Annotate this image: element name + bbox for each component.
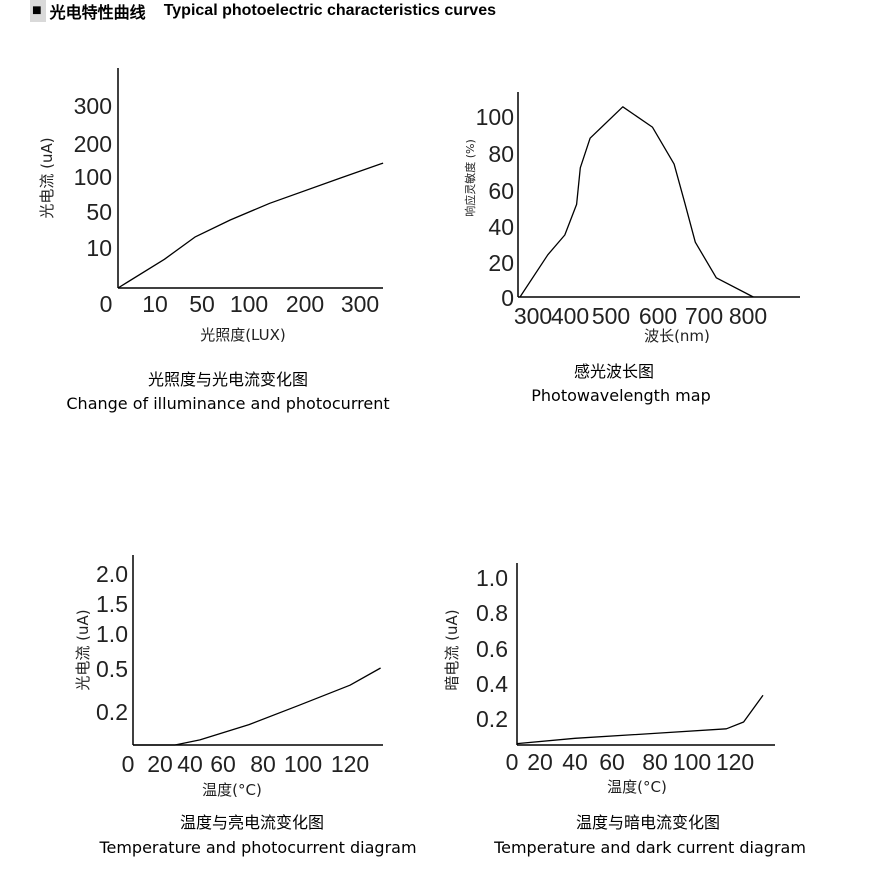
y-tick-label: 300	[74, 93, 112, 119]
data-curve	[519, 106, 754, 298]
x-tick-label: 600	[639, 303, 677, 329]
y-tick-label: 0	[501, 285, 514, 311]
y-tick-label: 80	[488, 141, 514, 167]
x-tick-label: 80	[250, 751, 276, 777]
y-tick-label: 0.5	[96, 656, 128, 682]
chart-caption-cn: 温度与亮电流变化图	[180, 813, 324, 832]
y-tick-label: 1.0	[96, 621, 128, 647]
y-tick-label: 100	[476, 104, 514, 130]
y-tick-label: 1.0	[476, 565, 508, 591]
data-curve	[516, 694, 764, 745]
y-tick-label: 60	[488, 178, 514, 204]
chart-caption-en: Change of illuminance and photocurrent	[66, 394, 389, 413]
y-tick-label: 100	[74, 164, 112, 190]
y-tick-label: 1.5	[96, 591, 128, 617]
x-tick-label: 60	[599, 749, 625, 775]
x-tick-label: 50	[189, 291, 215, 317]
x-tick-label: 200	[286, 291, 324, 317]
x-tick-label: 40	[562, 749, 588, 775]
y-tick-label: 10	[86, 235, 112, 261]
x-tick-label: 100	[673, 749, 711, 775]
y-tick-label: 2.0	[96, 561, 128, 587]
y-tick-label: 0.8	[476, 600, 508, 626]
chart-caption-cn: 温度与暗电流变化图	[576, 813, 720, 832]
x-tick-label: 60	[210, 751, 236, 777]
x-tick-label: 400	[551, 303, 589, 329]
x-tick-label: 120	[716, 749, 754, 775]
y-axis-title: 光电流 (uA)	[38, 137, 56, 218]
x-tick-label: 100	[284, 751, 322, 777]
x-tick-label: 0	[122, 751, 135, 777]
x-tick-label: 0	[506, 749, 519, 775]
x-tick-label: 300	[514, 303, 552, 329]
y-tick-label: 40	[488, 214, 514, 240]
y-axis-title: 暗电流 (uA)	[443, 609, 461, 690]
chart-caption-cn: 感光波长图	[574, 362, 654, 381]
x-tick-label: 500	[592, 303, 630, 329]
x-tick-label: 10	[142, 291, 168, 317]
data-curve	[117, 162, 384, 289]
section-title-en: Typical photoelectric characteristics cu…	[163, 2, 496, 19]
y-tick-label: 200	[74, 131, 112, 157]
x-tick-label: 120	[331, 751, 369, 777]
data-curve	[133, 667, 381, 746]
x-tick-label: 40	[177, 751, 203, 777]
square-marker-icon: ■	[30, 0, 46, 22]
x-axis-title: 光照度(LUX)	[200, 326, 286, 344]
x-tick-label: 20	[147, 751, 173, 777]
chart-caption-cn: 光照度与光电流变化图	[148, 370, 308, 389]
y-tick-label: 0.6	[476, 636, 508, 662]
y-axis-title: 响应灵敏度 (%)	[463, 139, 477, 217]
x-tick-label: 80	[642, 749, 668, 775]
x-tick-label: 700	[685, 303, 723, 329]
section-title-cn: 光电特性曲线	[49, 5, 146, 22]
x-tick-label: 800	[729, 303, 767, 329]
y-tick-label: 20	[488, 250, 514, 276]
x-axis-title: 温度(°C)	[202, 781, 262, 799]
chart-caption-en: Photowavelength map	[531, 386, 710, 405]
chart-caption-en: Temperature and dark current diagram	[493, 838, 806, 857]
y-axis-title: 光电流 (uA)	[74, 609, 92, 690]
x-tick-label: 20	[527, 749, 553, 775]
y-tick-label: 0.4	[476, 671, 508, 697]
y-tick-label: 0.2	[476, 706, 508, 732]
x-tick-label: 100	[230, 291, 268, 317]
chart-caption-en: Temperature and photocurrent diagram	[98, 838, 416, 857]
x-axis-title: 波长(nm)	[644, 327, 710, 345]
x-tick-label: 0	[100, 291, 113, 317]
x-axis-title: 温度(°C)	[607, 778, 667, 796]
y-tick-label: 0.2	[96, 699, 128, 725]
x-tick-label: 300	[341, 291, 379, 317]
section-header: ■ 光电特性曲线 Typical photoelectric character…	[30, 0, 496, 22]
y-tick-label: 50	[86, 199, 112, 225]
